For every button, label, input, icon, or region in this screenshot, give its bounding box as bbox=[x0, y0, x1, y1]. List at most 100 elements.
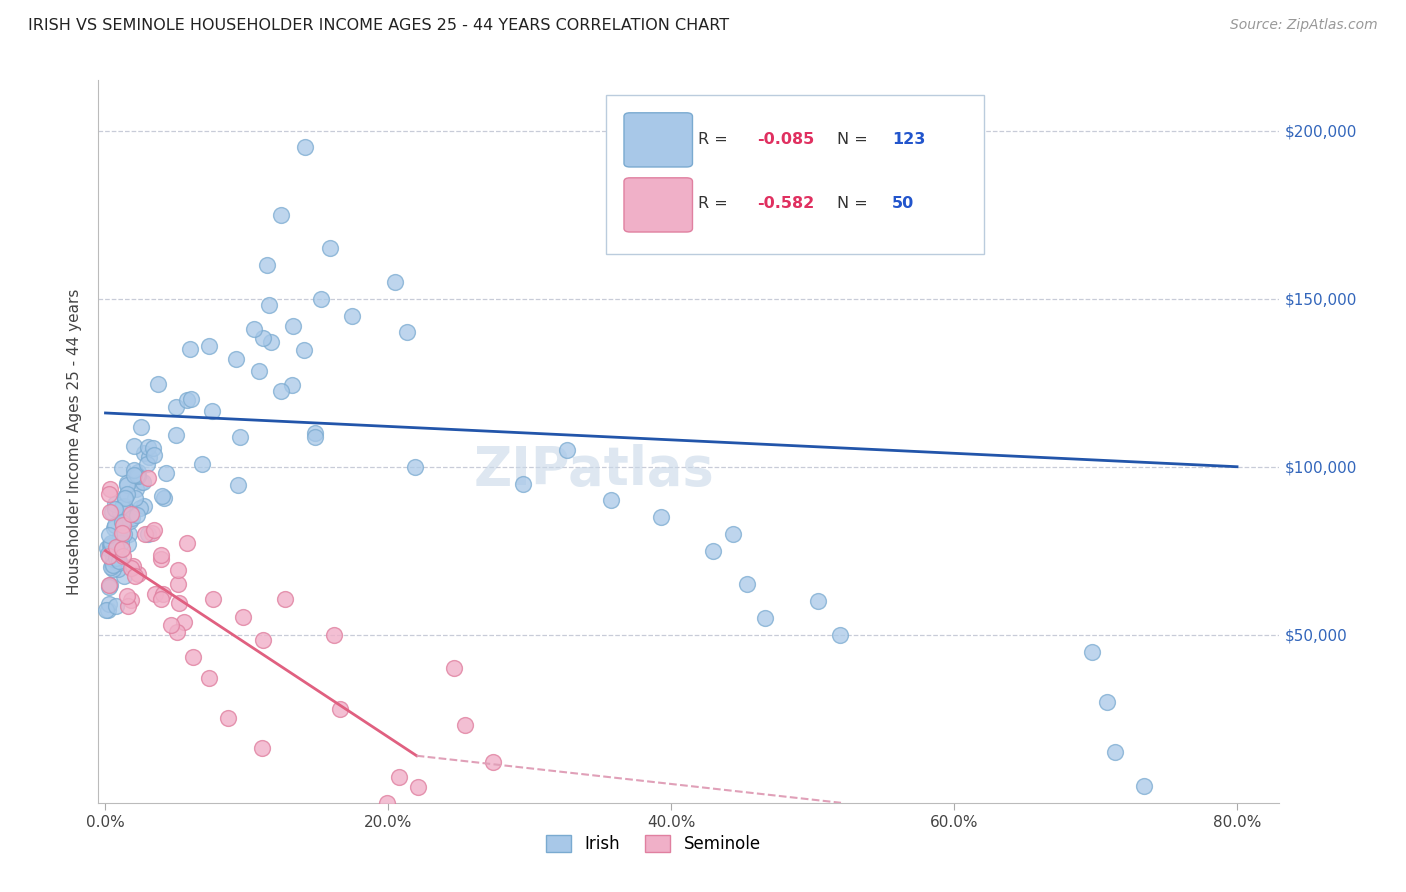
Point bbox=[115, 589, 138, 603]
Point bbox=[107, 556, 129, 570]
Point bbox=[737, 577, 759, 591]
Point bbox=[152, 587, 174, 601]
Point bbox=[250, 741, 273, 756]
Point bbox=[134, 500, 156, 514]
Point bbox=[111, 517, 134, 532]
Point bbox=[136, 471, 159, 485]
Text: -0.085: -0.085 bbox=[758, 132, 814, 147]
Point bbox=[115, 486, 138, 500]
FancyBboxPatch shape bbox=[624, 112, 693, 167]
Point bbox=[191, 457, 214, 471]
Point bbox=[252, 331, 274, 345]
Point bbox=[408, 780, 430, 794]
Text: IRISH VS SEMINOLE HOUSEHOLDER INCOME AGES 25 - 44 YEARS CORRELATION CHART: IRISH VS SEMINOLE HOUSEHOLDER INCOME AGE… bbox=[28, 18, 730, 33]
Point bbox=[1095, 695, 1118, 709]
Point bbox=[111, 541, 134, 556]
Point bbox=[197, 672, 219, 686]
Point bbox=[319, 241, 342, 255]
Point bbox=[120, 508, 142, 522]
Point bbox=[160, 618, 183, 632]
Point bbox=[104, 541, 127, 555]
Point bbox=[136, 457, 159, 471]
Point bbox=[97, 527, 120, 541]
Point bbox=[150, 549, 173, 563]
Point bbox=[100, 482, 122, 496]
Point bbox=[141, 526, 163, 541]
Point bbox=[107, 551, 129, 566]
Point bbox=[260, 334, 283, 349]
Point bbox=[114, 502, 136, 516]
Point bbox=[100, 540, 122, 554]
Point bbox=[143, 587, 166, 601]
Point bbox=[388, 770, 411, 784]
Point bbox=[132, 446, 155, 460]
Point bbox=[247, 364, 270, 378]
Point bbox=[443, 661, 465, 675]
Point bbox=[115, 478, 138, 492]
Point bbox=[104, 497, 127, 511]
Point bbox=[232, 609, 254, 624]
Point bbox=[129, 475, 152, 489]
Point bbox=[173, 615, 195, 630]
Point bbox=[127, 567, 149, 582]
Point bbox=[167, 596, 190, 610]
Point bbox=[198, 339, 221, 353]
Point bbox=[100, 536, 122, 550]
Point bbox=[143, 448, 166, 462]
Point bbox=[226, 478, 249, 492]
Text: R =: R = bbox=[699, 195, 734, 211]
Point bbox=[114, 491, 136, 505]
Point bbox=[311, 292, 333, 306]
Text: N =: N = bbox=[837, 195, 873, 211]
Point bbox=[1133, 779, 1156, 793]
Point bbox=[229, 430, 252, 444]
Point bbox=[454, 718, 477, 732]
Point bbox=[180, 392, 202, 407]
Point bbox=[120, 561, 142, 575]
Point bbox=[122, 558, 145, 573]
Point bbox=[111, 500, 134, 515]
Point bbox=[100, 543, 122, 558]
Point bbox=[828, 628, 851, 642]
Point bbox=[111, 461, 134, 475]
Point bbox=[179, 343, 201, 357]
Point bbox=[754, 611, 776, 625]
Point bbox=[384, 275, 406, 289]
Point bbox=[217, 711, 239, 725]
Point bbox=[101, 558, 124, 572]
Point bbox=[104, 517, 127, 532]
Point bbox=[304, 430, 326, 444]
Point bbox=[97, 578, 120, 592]
Point bbox=[124, 569, 146, 583]
Point bbox=[121, 510, 143, 524]
Point bbox=[136, 440, 159, 454]
Point bbox=[283, 319, 305, 334]
Point bbox=[143, 523, 166, 537]
Text: Source: ZipAtlas.com: Source: ZipAtlas.com bbox=[1230, 18, 1378, 32]
Point bbox=[117, 599, 139, 614]
Point bbox=[721, 527, 744, 541]
Point bbox=[150, 552, 173, 566]
Point bbox=[181, 649, 204, 664]
Point bbox=[122, 439, 145, 453]
Point bbox=[395, 326, 418, 340]
Point bbox=[132, 475, 155, 490]
Point bbox=[375, 796, 398, 810]
Point bbox=[600, 493, 623, 508]
Point bbox=[482, 755, 505, 769]
Point bbox=[136, 527, 159, 541]
Point bbox=[274, 591, 297, 606]
Text: R =: R = bbox=[699, 132, 734, 147]
Point bbox=[702, 543, 724, 558]
Point bbox=[322, 628, 344, 642]
Point bbox=[127, 467, 149, 482]
Point bbox=[100, 505, 122, 519]
Point bbox=[98, 578, 121, 592]
Point bbox=[100, 560, 122, 574]
Point bbox=[115, 511, 138, 525]
Point bbox=[176, 536, 198, 550]
Point bbox=[252, 632, 274, 647]
Point bbox=[110, 535, 132, 549]
Point bbox=[152, 491, 174, 505]
Point bbox=[112, 526, 135, 541]
